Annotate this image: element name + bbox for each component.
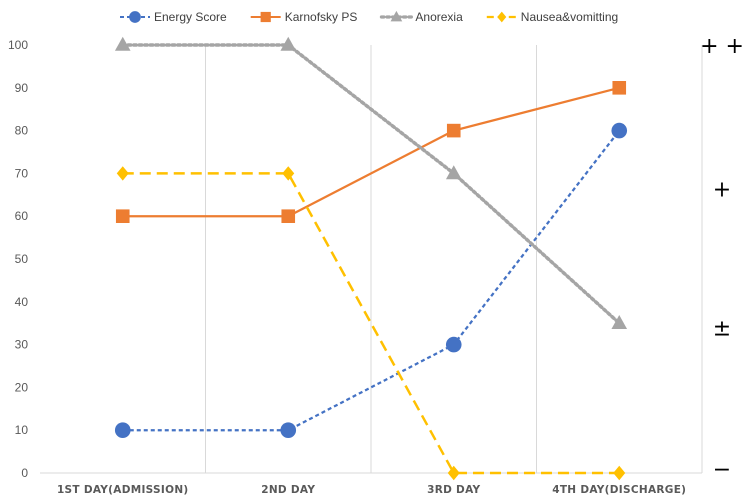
series-nausea-vomitting [116, 166, 626, 481]
data-point-karnofsky-ps [446, 123, 461, 138]
data-point-energy-score [611, 122, 628, 139]
data-point-anorexia [114, 36, 131, 51]
legend-marker [260, 11, 271, 23]
x-tick-label: 4TH DAY(DISCHARGE) [552, 484, 686, 496]
legend-marker [129, 11, 141, 23]
data-point-karnofsky-ps [612, 81, 627, 95]
legend-label: Anorexia [415, 10, 463, 24]
x-tick-label: 1ST DAY(ADMISSION) [57, 484, 189, 496]
y-tick-label: 90 [15, 81, 29, 95]
legend: Energy Score Karnofsky PS Anorexia Nausea&v… [120, 10, 618, 24]
series-anorexia [114, 36, 628, 329]
data-point-karnofsky-ps [115, 209, 130, 223]
y-tick-label: 30 [15, 338, 29, 352]
y-tick-label: 80 [15, 124, 29, 138]
legend-item-energy-score: Energy Score [120, 10, 227, 24]
x-tick-label: 2ND DAY [261, 484, 315, 496]
right-axis-label: ± [713, 316, 731, 341]
series-energy-score [114, 122, 628, 439]
y-tick-label: 40 [15, 295, 29, 309]
legend-label: Energy Score [154, 10, 227, 24]
right-axis-labels: + + + ± − [700, 34, 744, 483]
legend-marker [497, 11, 507, 23]
data-point-nausea-vomitting [447, 465, 460, 481]
x-tick-label: 3RD DAY [427, 484, 480, 496]
series-line-karnofsky-ps [122, 86, 620, 218]
y-tick-label: 70 [15, 166, 29, 180]
grid [40, 45, 703, 474]
x-axis: 1ST DAY(ADMISSION) 2ND DAY 3RD DAY 4TH DAY(… [57, 484, 686, 496]
data-point-nausea-vomitting [613, 465, 626, 481]
legend-label: Nausea&vomitting [521, 10, 618, 24]
data-point-energy-score [445, 336, 462, 353]
series-line-anorexia [121, 43, 621, 325]
data-point-nausea-vomitting [282, 166, 295, 181]
y-tick-label: 50 [15, 252, 29, 266]
y-axis: 0 10 20 30 40 50 60 70 80 90 100 [8, 38, 28, 480]
data-point-anorexia [445, 165, 462, 180]
data-point-anorexia [280, 36, 297, 51]
legend-item-nausea-vomitting: Nausea&vomitting [486, 10, 618, 24]
y-tick-label: 60 [15, 209, 29, 223]
series-karnofsky-ps [115, 81, 627, 223]
y-tick-label: 0 [21, 466, 28, 480]
plot-area [114, 36, 628, 481]
data-point-anorexia [611, 315, 628, 329]
legend-item-anorexia: Anorexia [379, 10, 463, 24]
y-tick-label: 20 [15, 380, 29, 394]
data-point-energy-score [114, 422, 131, 439]
data-point-karnofsky-ps [281, 209, 296, 223]
right-axis-label: + + [700, 34, 744, 59]
y-tick-label: 10 [15, 423, 29, 437]
y-tick-label: 100 [8, 38, 28, 52]
right-axis-label: − [713, 458, 731, 483]
data-point-energy-score [280, 422, 297, 439]
legend-marker [390, 10, 403, 22]
right-axis-label: + [713, 177, 731, 202]
data-point-nausea-vomitting [116, 166, 129, 181]
legend-label: Karnofsky PS [285, 10, 358, 24]
legend-item-karnofsky-ps: Karnofsky PS [250, 10, 358, 24]
